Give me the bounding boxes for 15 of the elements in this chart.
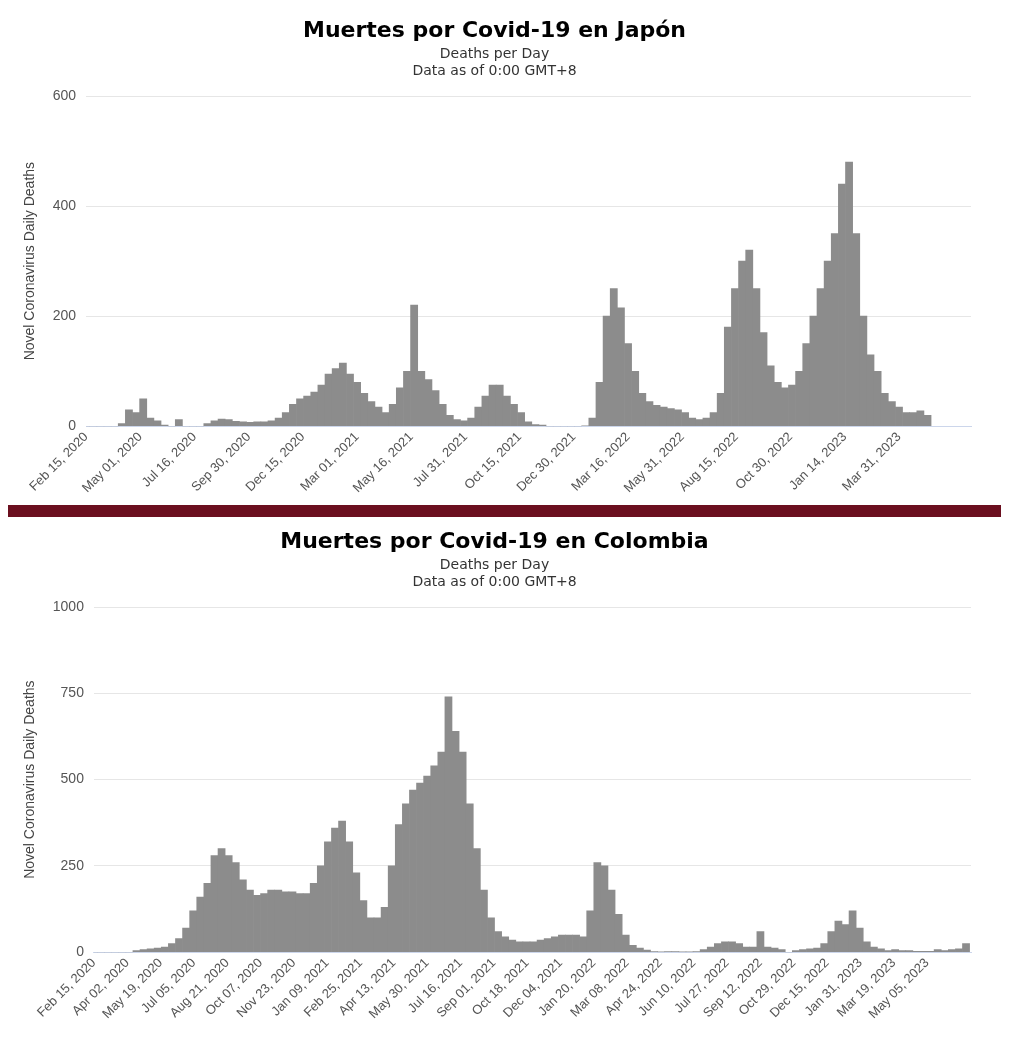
chart-title: Muertes por Covid-19 en Japón (303, 16, 686, 42)
y-tick-label: 400 (52, 196, 77, 213)
y-tick-label: 1000 (52, 597, 85, 614)
y-axis-title: Novel Coronavirus Daily Deaths (21, 161, 38, 361)
y-tick-label: 0 (76, 943, 85, 960)
chart-subtitle: Deaths per Day Data as of 0:00 GMT+8 (412, 556, 577, 590)
y-tick-label: 200 (52, 307, 77, 324)
y-axis-title: Novel Coronavirus Daily Deaths (21, 680, 38, 879)
y-tick-label: 250 (60, 856, 85, 873)
chart-title: Muertes por Covid-19 en Colombia (280, 527, 709, 553)
y-tick-label: 0 (68, 417, 77, 434)
y-tick-label: 750 (60, 684, 85, 701)
y-tick-label: 500 (60, 770, 85, 787)
y-tick-label: 600 (52, 86, 77, 103)
chart-subtitle: Deaths per Day Data as of 0:00 GMT+8 (412, 45, 577, 79)
